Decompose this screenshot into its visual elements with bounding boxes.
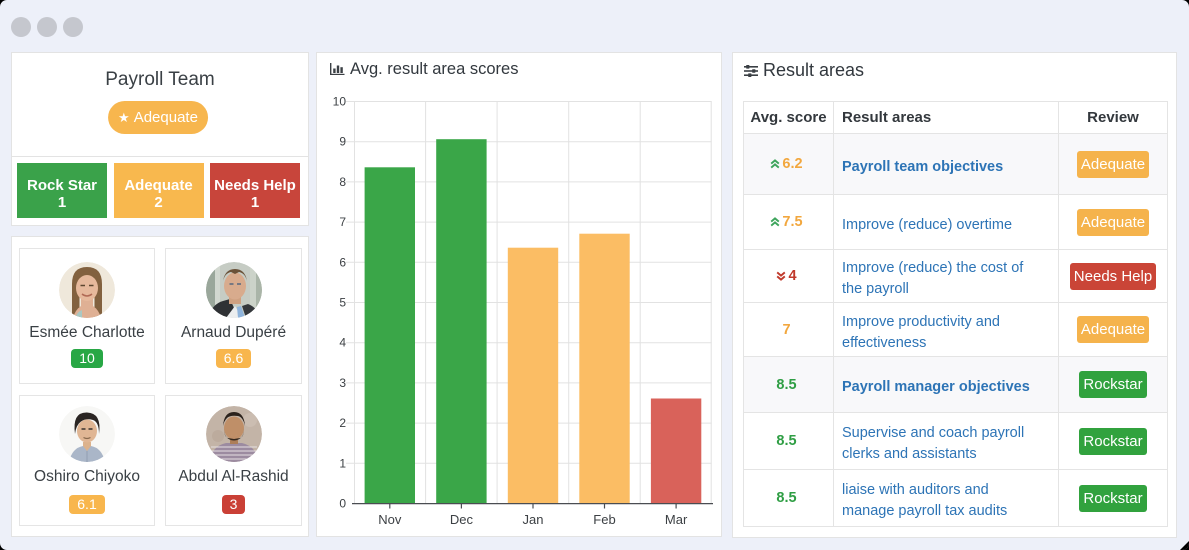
svg-text:6: 6 <box>339 255 346 269</box>
svg-text:5: 5 <box>339 296 346 310</box>
svg-text:Jan: Jan <box>523 512 544 527</box>
svg-text:1: 1 <box>339 456 346 470</box>
svg-text:0: 0 <box>339 497 346 511</box>
svg-text:8: 8 <box>339 175 346 189</box>
svg-text:Nov: Nov <box>378 512 402 527</box>
svg-text:4: 4 <box>339 336 346 350</box>
svg-text:Feb: Feb <box>593 512 615 527</box>
svg-text:Mar: Mar <box>665 512 688 527</box>
svg-text:10: 10 <box>333 95 347 109</box>
svg-text:2: 2 <box>339 416 346 430</box>
svg-text:Dec: Dec <box>450 512 474 527</box>
svg-text:9: 9 <box>339 135 346 149</box>
svg-text:3: 3 <box>339 376 346 390</box>
svg-text:7: 7 <box>339 215 346 229</box>
